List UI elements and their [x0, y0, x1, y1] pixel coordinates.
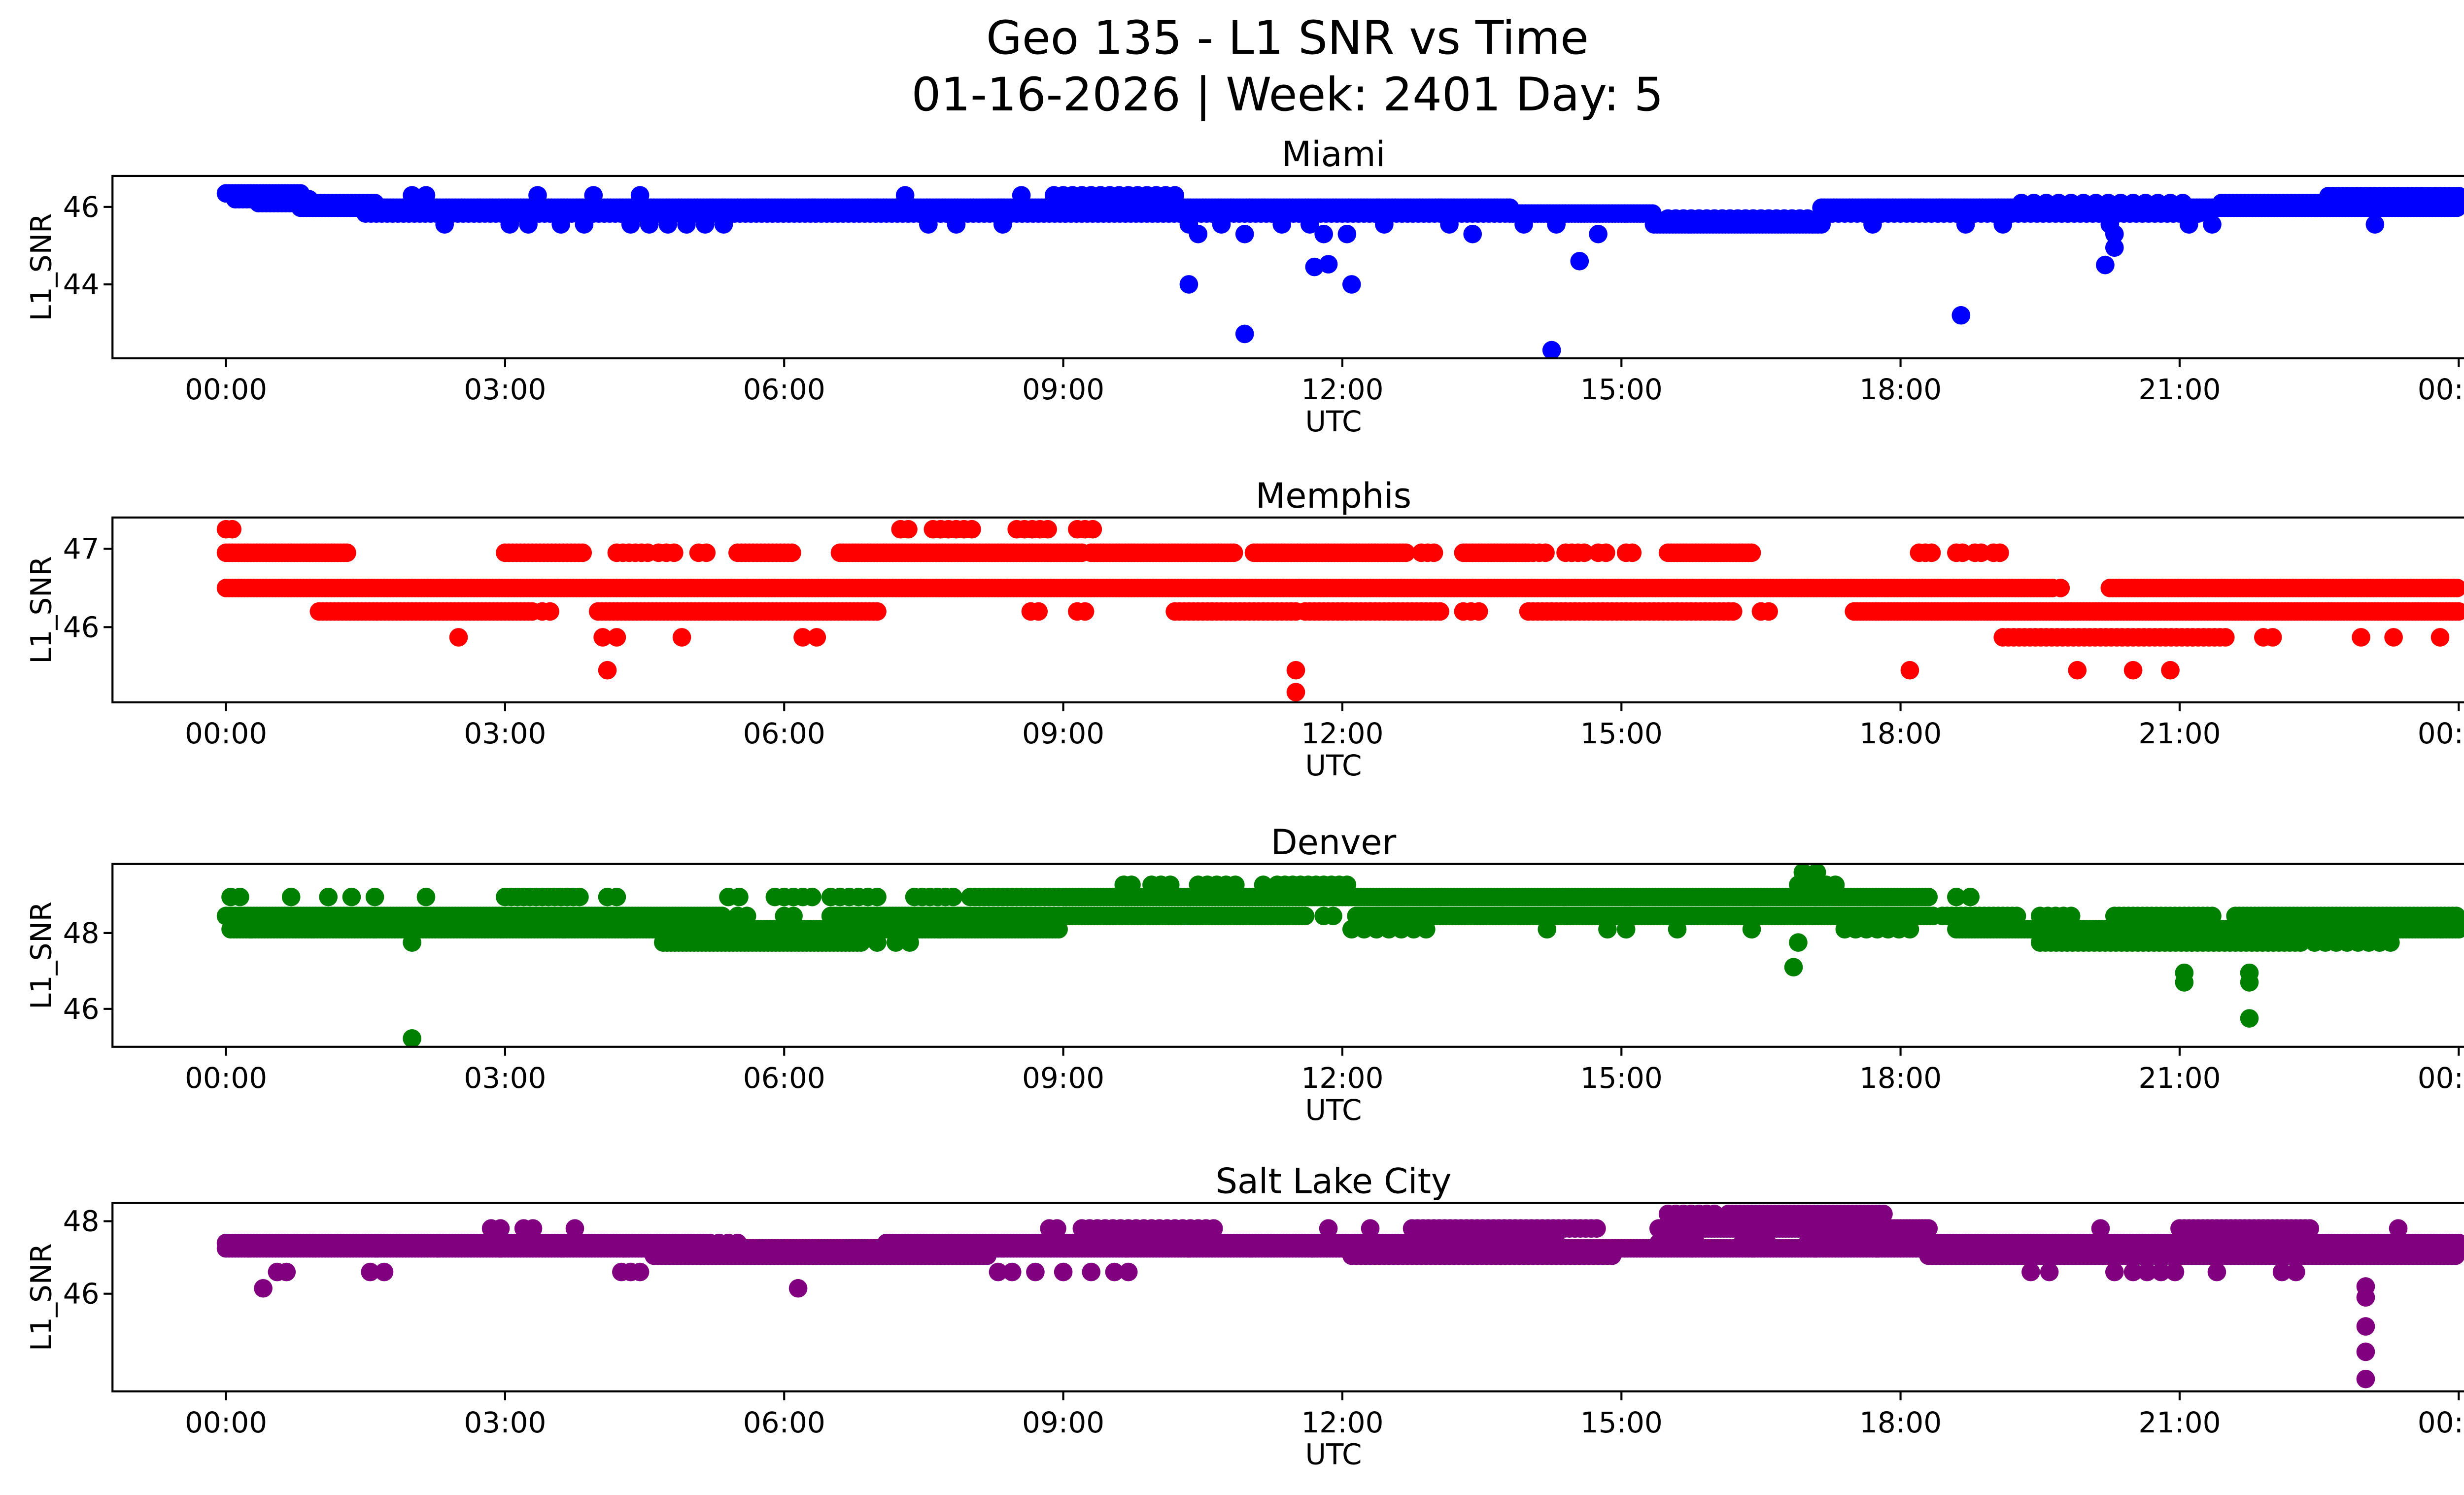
x-tick-label-denver: 06:00 [743, 1061, 825, 1095]
x-tick-label-salt-lake-city: 03:00 [464, 1406, 546, 1439]
x-tick-label-denver: 03:00 [464, 1061, 546, 1095]
x-tick-label-denver: 00:00 [2418, 1061, 2464, 1095]
axes-frame-salt-lake-city [111, 1202, 2464, 1392]
x-tick-label-memphis: 18:00 [1859, 717, 1942, 750]
y-axis-label-salt-lake-city: L1_SNR [25, 1243, 58, 1351]
figure-title: Geo 135 - L1 SNR vs Time [986, 11, 1589, 65]
y-tick-label-memphis: 46 [63, 610, 100, 644]
x-tick-label-salt-lake-city: 06:00 [743, 1406, 825, 1439]
x-tick-label-memphis: 12:00 [1301, 717, 1383, 750]
x-axis-label-miami: UTC [1305, 405, 1362, 438]
figure-title-block: Geo 135 - L1 SNR vs Time 01-16-2026 | We… [0, 10, 2464, 123]
x-tick-label-denver: 00:00 [185, 1061, 267, 1095]
subplot-title-denver: Denver [1271, 822, 1397, 863]
x-tick-label-salt-lake-city: 18:00 [1859, 1406, 1942, 1439]
axes-frame-memphis [111, 516, 2464, 703]
x-tick-label-salt-lake-city: 12:00 [1301, 1406, 1383, 1439]
subplot-salt-lake-city: Salt Lake City 00:00 03:00 06:00 09:00 12:00 1… [25, 1161, 2464, 1471]
x-axis-label-memphis: UTC [1305, 749, 1362, 782]
x-tick-label-memphis: 00:00 [2418, 717, 2464, 750]
subplot-denver: Denver 00:00 03:00 06:00 09:00 12:00 15:00 18:0… [25, 822, 2464, 1127]
y-axis-label-miami: L1_SNR [25, 213, 58, 321]
x-tick-label-denver: 12:00 [1301, 1061, 1383, 1095]
y-tick-label-miami: 46 [63, 190, 100, 224]
x-tick-label-salt-lake-city: 15:00 [1580, 1406, 1663, 1439]
y-tick-label-salt-lake-city: 48 [63, 1205, 100, 1238]
x-tick-label-denver: 18:00 [1859, 1061, 1942, 1095]
x-tick-label-memphis: 21:00 [2138, 717, 2221, 750]
x-tick-label-salt-lake-city: 00:00 [2418, 1406, 2464, 1439]
x-axis-label-denver: UTC [1305, 1093, 1362, 1127]
x-tick-label-denver: 09:00 [1022, 1061, 1104, 1095]
scatter-series-salt-lake-city [216, 1204, 2464, 1389]
x-tick-label-miami: 09:00 [1022, 373, 1104, 406]
y-axis-label-memphis: L1_SNR [25, 556, 58, 664]
x-tick-label-miami: 21:00 [2138, 373, 2221, 406]
subplot-title-miami: Miami [1282, 134, 1385, 174]
x-tick-label-salt-lake-city: 09:00 [1022, 1406, 1104, 1439]
y-axis-label-denver: L1_SNR [25, 902, 58, 1009]
x-tick-label-denver: 21:00 [2138, 1061, 2221, 1095]
x-tick-label-miami: 15:00 [1580, 373, 1663, 406]
scatter-series-denver [216, 864, 2464, 1047]
x-tick-label-memphis: 15:00 [1580, 717, 1663, 750]
y-tick-label-salt-lake-city: 46 [63, 1277, 100, 1311]
x-tick-label-denver: 15:00 [1580, 1061, 1663, 1095]
x-tick-label-memphis: 00:00 [185, 717, 267, 750]
x-tick-label-miami: 03:00 [464, 373, 546, 406]
subplot-title-memphis: Memphis [1256, 476, 1411, 516]
y-tick-label-memphis: 47 [63, 532, 100, 565]
x-tick-label-memphis: 09:00 [1022, 717, 1104, 750]
x-tick-label-salt-lake-city: 00:00 [185, 1406, 267, 1439]
scatter-series-miami [216, 184, 2464, 358]
x-tick-label-memphis: 03:00 [464, 717, 546, 750]
y-tick-label-denver: 46 [63, 992, 100, 1026]
figure-subtitle: 01-16-2026 | Week: 2401 Day: 5 [911, 68, 1664, 122]
y-tick-label-denver: 48 [63, 916, 100, 950]
x-tick-label-miami: 00:00 [185, 373, 267, 406]
x-tick-label-salt-lake-city: 21:00 [2138, 1406, 2221, 1439]
x-tick-label-miami: 06:00 [743, 373, 825, 406]
axes-frame-miami [111, 174, 2464, 360]
x-tick-label-miami: 18:00 [1859, 373, 1942, 406]
x-axis-label-salt-lake-city: UTC [1305, 1438, 1362, 1471]
scatter-series-memphis [216, 520, 2464, 702]
x-tick-label-memphis: 06:00 [743, 717, 825, 750]
axes-frame-denver [111, 863, 2464, 1048]
subplot-miami: Miami 00:00 03:00 06:00 09:00 12:00 15:00 18:00… [25, 134, 2464, 438]
y-tick-label-miami: 44 [63, 268, 100, 301]
subplot-memphis: Memphis 00:00 03:00 06:00 09:00 12:00 15:00 18:… [25, 476, 2464, 782]
x-tick-label-miami: 12:00 [1301, 373, 1383, 406]
subplot-title-salt-lake-city: Salt Lake City [1216, 1161, 1452, 1202]
x-tick-label-miami: 00:00 [2418, 373, 2464, 406]
